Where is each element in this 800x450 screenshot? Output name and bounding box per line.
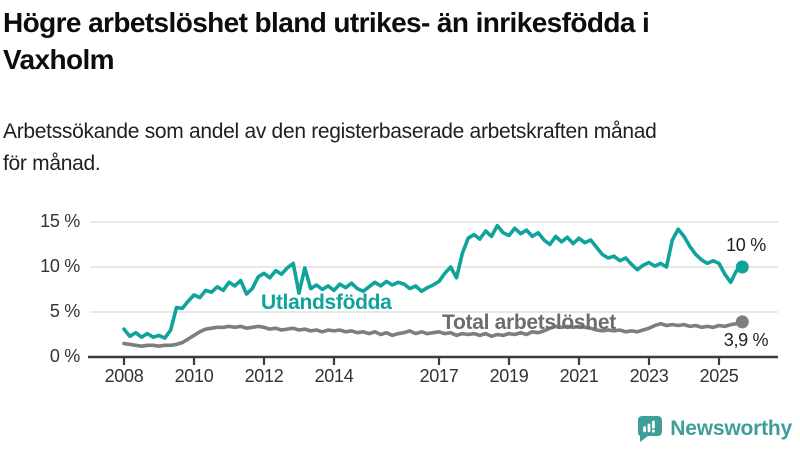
line-series-total [122, 320, 745, 349]
newsworthy-icon [638, 416, 663, 442]
y-axis-label-0: 0 % [49, 346, 80, 366]
exclamation-dot [652, 429, 656, 433]
y-axis-label-15: 15 % [40, 211, 80, 231]
chart-subtitle: Arbetssökande som andel av den registerb… [3, 116, 793, 180]
newsworthy-logo: Newsworthy [636, 415, 792, 442]
bar-short [643, 426, 647, 433]
x-axis-label-2012: 2012 [244, 366, 284, 386]
x-axis-label-2010: 2010 [174, 366, 214, 386]
x-axis-label-2019: 2019 [489, 366, 529, 386]
end-value-label-utlandsfodda: 10 % [726, 235, 766, 255]
end-dot-utlandsfodda [735, 260, 749, 274]
y-axis-label-10: 10 % [40, 256, 80, 276]
end-value-label-total: 3,9 % [723, 330, 769, 350]
exclamation-bar [652, 420, 656, 429]
x-axis-label-2021: 2021 [559, 366, 599, 386]
page-title: Högre arbetslöshet bland utrikes- än inr… [3, 4, 783, 78]
series-label-utlandsfodda: Utlandsfödda [261, 291, 392, 314]
y-axis-label-5: 5 % [49, 301, 80, 321]
series-label-total-arbetsloshet: Total arbetslöshet [442, 311, 616, 334]
title-line-2: Vaxholm [3, 44, 115, 75]
line-series-utlandsfodda [122, 223, 745, 340]
x-axis-label-2023: 2023 [629, 366, 669, 386]
x-axis-label-2008: 2008 [104, 366, 144, 386]
x-axis-label-2017: 2017 [419, 366, 459, 386]
title-line-1: Högre arbetslöshet bland utrikes- än inr… [3, 7, 650, 38]
bar-tall [647, 423, 651, 433]
brand-name: Newsworthy [670, 416, 792, 440]
subtitle-line-1: Arbetssökande som andel av den registerb… [3, 120, 657, 143]
subtitle-line-2: för månad. [3, 152, 101, 175]
end-dot-total [735, 315, 749, 329]
x-axis-label-2014: 2014 [314, 366, 354, 386]
x-axis-label-2025: 2025 [699, 366, 739, 386]
